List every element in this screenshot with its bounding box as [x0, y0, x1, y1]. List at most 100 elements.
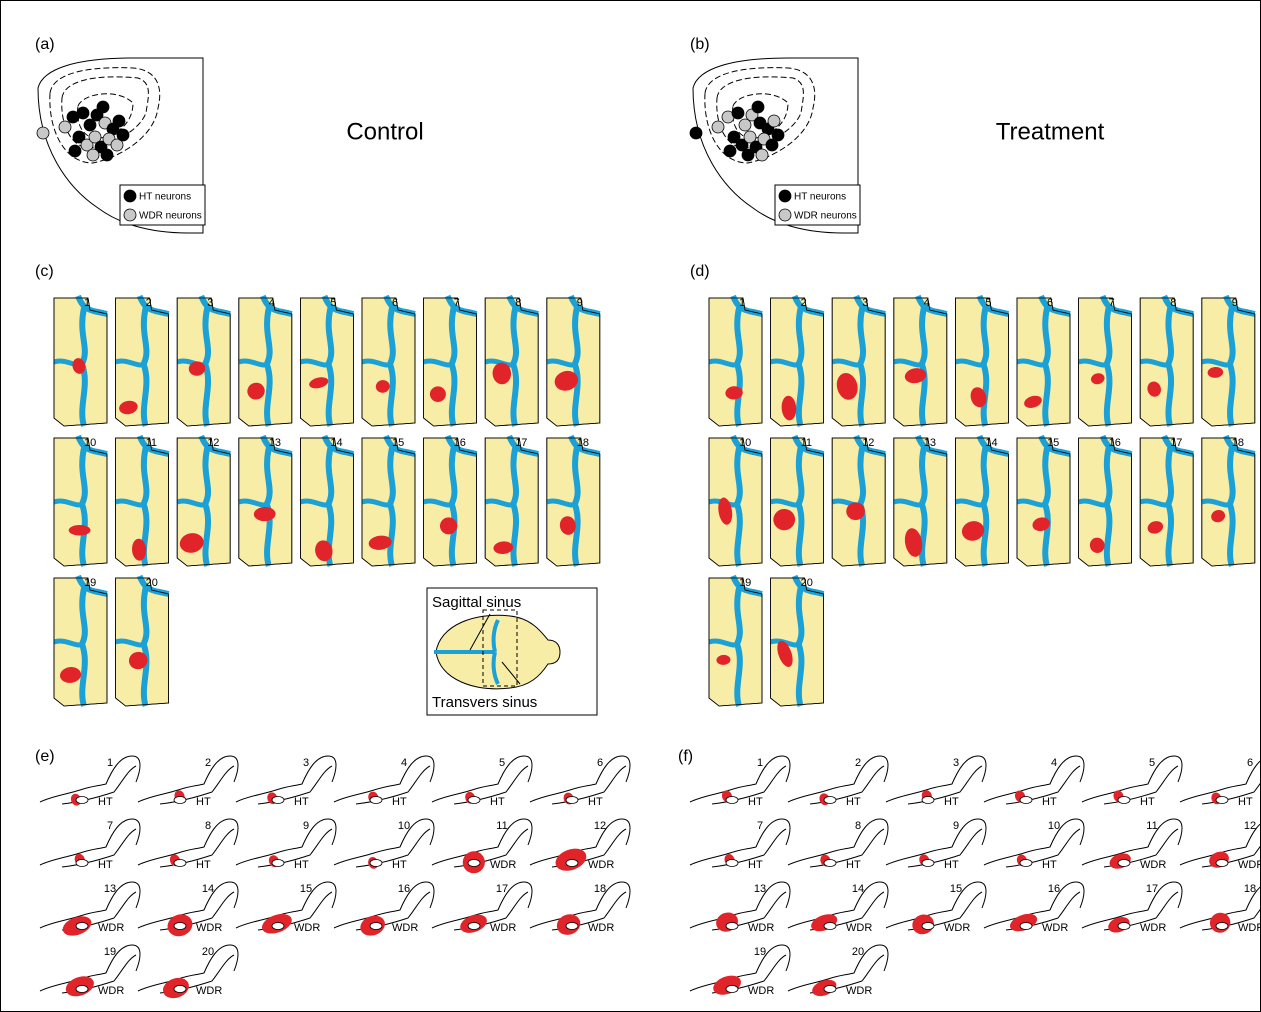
- tile-number: 9: [577, 297, 583, 309]
- neuron-type: HT: [1042, 796, 1057, 808]
- cord-outline: [788, 945, 888, 993]
- neuron-type: HT: [1238, 796, 1253, 808]
- inset-label: Transvers sinus: [432, 694, 537, 711]
- canal: [1118, 860, 1130, 867]
- condition-title: Control: [346, 118, 423, 145]
- tile-number: 8: [515, 297, 521, 309]
- neuron-type: HT: [294, 796, 309, 808]
- tile-number: 15: [392, 437, 404, 449]
- tile-number: 13: [269, 437, 281, 449]
- canal: [566, 797, 578, 804]
- cord-number: 8: [205, 820, 211, 832]
- canal: [824, 860, 836, 867]
- cord-outline: [690, 945, 790, 993]
- sinus-tile: [1202, 436, 1255, 566]
- canal: [566, 860, 578, 867]
- lesion: [809, 911, 840, 935]
- lesion: [713, 909, 740, 934]
- lesion: [711, 972, 744, 998]
- neuron-type: WDR: [1140, 922, 1166, 934]
- legend-dot: [779, 190, 791, 202]
- cord-number: 20: [202, 946, 214, 958]
- sinus-tile: [1079, 436, 1132, 566]
- neuron-type: HT: [392, 859, 407, 871]
- cord-number: 10: [398, 820, 410, 832]
- tile-number: 14: [330, 437, 342, 449]
- cord-number: 19: [104, 946, 116, 958]
- canal: [76, 860, 88, 867]
- sinus-tile: [1202, 296, 1255, 426]
- cord-number: 15: [950, 883, 962, 895]
- canal: [1216, 797, 1228, 804]
- tile-number: 20: [801, 577, 813, 589]
- neuron-dot: [84, 119, 96, 131]
- canal: [76, 923, 88, 930]
- neuron-type: HT: [98, 796, 113, 808]
- cord-number: 7: [757, 820, 763, 832]
- panel-label: (b): [690, 36, 710, 53]
- tile-number: 16: [454, 437, 466, 449]
- canal: [272, 860, 284, 867]
- sinus-tile: [54, 576, 107, 706]
- canal: [468, 797, 480, 804]
- tile-number: 4: [269, 297, 275, 309]
- canal: [1020, 923, 1032, 930]
- neuron-type: WDR: [490, 922, 516, 934]
- cord-number: 6: [1247, 757, 1253, 769]
- neuron-type: WDR: [490, 859, 516, 871]
- neuron-type: WDR: [1238, 859, 1261, 871]
- sinus-tile: [547, 296, 600, 426]
- tile-number: 12: [207, 437, 219, 449]
- canal: [726, 986, 738, 993]
- cord-outline: [690, 882, 790, 930]
- panel-label: (a): [35, 36, 55, 53]
- cord-number: 11: [1146, 820, 1157, 832]
- neuron-type: WDR: [294, 922, 320, 934]
- cord-outline: [1082, 819, 1182, 867]
- cord-number: 5: [499, 757, 505, 769]
- cord-outline: [984, 756, 1084, 804]
- sinus-tile: [239, 436, 292, 566]
- cord-outline: [886, 756, 986, 804]
- tile-number: 17: [1170, 437, 1182, 449]
- cord-outline: [690, 756, 790, 804]
- neuron-type: HT: [196, 796, 211, 808]
- canal: [922, 860, 934, 867]
- neuron-type: HT: [294, 859, 309, 871]
- sinus-tile: [709, 296, 762, 426]
- cord-outline: [40, 819, 140, 867]
- sinus-tile: [177, 296, 230, 426]
- neuron-dot: [732, 107, 744, 119]
- neuron-dot: [752, 101, 764, 113]
- cord-number: 13: [104, 883, 116, 895]
- canal: [76, 797, 88, 804]
- neuron-type: HT: [588, 796, 603, 808]
- tile-number: 14: [985, 437, 997, 449]
- canal: [468, 860, 480, 867]
- cord-number: 20: [852, 946, 864, 958]
- sinus-tile: [424, 436, 477, 566]
- canal: [272, 797, 284, 804]
- cord-number: 12: [1244, 820, 1256, 832]
- neuron-dot: [113, 115, 125, 127]
- neuron-type: HT: [490, 796, 505, 808]
- tile-number: 3: [862, 297, 868, 309]
- neuron-type: WDR: [748, 985, 774, 997]
- neuron-dot: [77, 107, 89, 119]
- neuron-dot: [690, 127, 702, 139]
- canal: [174, 860, 186, 867]
- neuron-type: WDR: [196, 922, 222, 934]
- neuron-type: WDR: [748, 922, 774, 934]
- neuron-dot: [724, 145, 736, 157]
- neuron-dot: [87, 149, 99, 161]
- panel-label: (d): [690, 263, 710, 280]
- sinus-tile: [771, 436, 824, 566]
- neuron-type: HT: [944, 796, 959, 808]
- panel-label: (f): [678, 748, 693, 765]
- cord-number: 18: [594, 883, 606, 895]
- tile-number: 11: [146, 437, 157, 449]
- legend-label: HT neurons: [139, 192, 191, 203]
- cord-outline: [138, 756, 238, 804]
- tile-number: 19: [84, 577, 96, 589]
- cord-number: 18: [1244, 883, 1256, 895]
